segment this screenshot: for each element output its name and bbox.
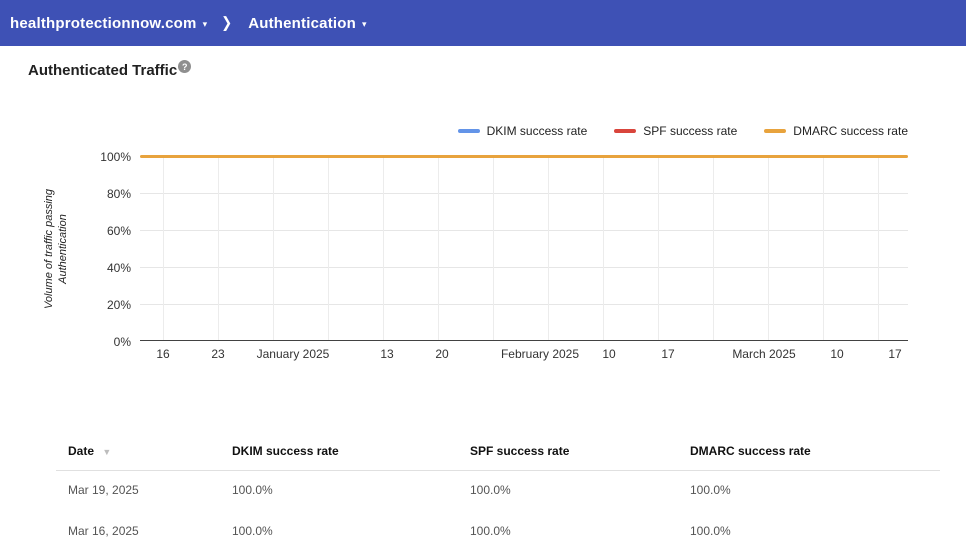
gridline — [603, 156, 604, 340]
y-tick: 0% — [93, 335, 131, 349]
legend-item-spf: SPF success rate — [614, 124, 737, 138]
x-tick: 17 — [888, 347, 901, 361]
gridline — [823, 156, 824, 340]
gridline — [140, 304, 908, 305]
gridline — [218, 156, 219, 340]
cell-date: Mar 19, 2025 — [68, 483, 139, 497]
spf-swatch-icon — [614, 129, 636, 133]
legend-label: DMARC success rate — [793, 124, 908, 138]
column-header-date[interactable]: Date ▼ — [68, 444, 111, 458]
gridline — [438, 156, 439, 340]
cell-dmarc: 100.0% — [690, 483, 731, 497]
gridline — [328, 156, 329, 340]
gridline — [140, 193, 908, 194]
column-header-spf[interactable]: SPF success rate — [470, 444, 569, 458]
cell-date: Mar 16, 2025 — [68, 524, 139, 538]
gridline — [163, 156, 164, 340]
plot-area[interactable] — [140, 156, 908, 341]
y-tick: 100% — [93, 150, 131, 164]
x-tick: 20 — [435, 347, 448, 361]
table-header-row: Date ▼ DKIM success rate SPF success rat… — [0, 440, 967, 470]
section-selector-label: Authentication — [248, 15, 356, 32]
y-tick: 60% — [93, 224, 131, 238]
gridline — [383, 156, 384, 340]
x-tick: January 2025 — [257, 347, 330, 361]
gridline — [658, 156, 659, 340]
x-tick: February 2025 — [501, 347, 579, 361]
sort-arrow-icon: ▼ — [102, 447, 111, 457]
domain-selector-label: healthprotectionnow.com — [10, 15, 197, 32]
chevron-down-icon: ▾ — [362, 19, 367, 30]
y-tick: 20% — [93, 298, 131, 312]
column-header-dkim[interactable]: DKIM success rate — [232, 444, 339, 458]
x-tick: 16 — [156, 347, 169, 361]
cell-dkim: 100.0% — [232, 524, 273, 538]
chevron-down-icon: ▾ — [203, 19, 208, 30]
dmarc-swatch-icon — [764, 129, 786, 133]
y-axis-label: Volume of traffic passing Authentication — [42, 174, 70, 324]
y-tick: 80% — [93, 187, 131, 201]
y-tick: 40% — [93, 261, 131, 275]
breadcrumb-bar: healthprotectionnow.com ▾ ❯ Authenticati… — [0, 0, 966, 46]
cell-spf: 100.0% — [470, 483, 511, 497]
cell-dmarc: 100.0% — [690, 524, 731, 538]
gridline — [493, 156, 494, 340]
cell-spf: 100.0% — [470, 524, 511, 538]
table-row: Mar 16, 2025 100.0% 100.0% 100.0% — [0, 511, 967, 552]
x-tick: 23 — [211, 347, 224, 361]
x-tick: March 2025 — [732, 347, 795, 361]
page-title: Authenticated Traffic — [28, 62, 177, 79]
page-title-row: Authenticated Traffic ? — [28, 62, 191, 79]
legend-label: DKIM success rate — [487, 124, 588, 138]
domain-selector[interactable]: healthprotectionnow.com ▾ — [10, 15, 207, 32]
x-tick: 10 — [830, 347, 843, 361]
gridline — [548, 156, 549, 340]
breadcrumb-chevron-icon: ❯ — [221, 14, 232, 32]
gridline — [140, 230, 908, 231]
gridline — [768, 156, 769, 340]
gridline — [273, 156, 274, 340]
table-row: Mar 19, 2025 100.0% 100.0% 100.0% — [0, 470, 967, 511]
gridline — [878, 156, 879, 340]
x-axis: 16 23 January 2025 13 20 February 2025 1… — [140, 347, 908, 363]
legend-item-dmarc: DMARC success rate — [764, 124, 908, 138]
y-axis-label-box: Volume of traffic passing Authentication — [38, 149, 74, 349]
section-selector[interactable]: Authentication ▾ — [248, 15, 367, 32]
x-tick: 10 — [602, 347, 615, 361]
chart-legend: DKIM success rate SPF success rate DMARC… — [458, 124, 908, 138]
x-tick: 13 — [380, 347, 393, 361]
cell-dkim: 100.0% — [232, 483, 273, 497]
legend-item-dkim: DKIM success rate — [458, 124, 588, 138]
page: healthprotectionnow.com ▾ ❯ Authenticati… — [0, 0, 967, 552]
x-tick: 17 — [661, 347, 674, 361]
dkim-swatch-icon — [458, 129, 480, 133]
column-header-label: Date — [68, 444, 94, 458]
data-table: Date ▼ DKIM success rate SPF success rat… — [0, 440, 967, 552]
gridline — [140, 267, 908, 268]
help-icon[interactable]: ? — [178, 60, 191, 73]
gridline — [713, 156, 714, 340]
legend-label: SPF success rate — [643, 124, 737, 138]
dmarc-series-line — [140, 155, 908, 158]
column-header-dmarc[interactable]: DMARC success rate — [690, 444, 811, 458]
